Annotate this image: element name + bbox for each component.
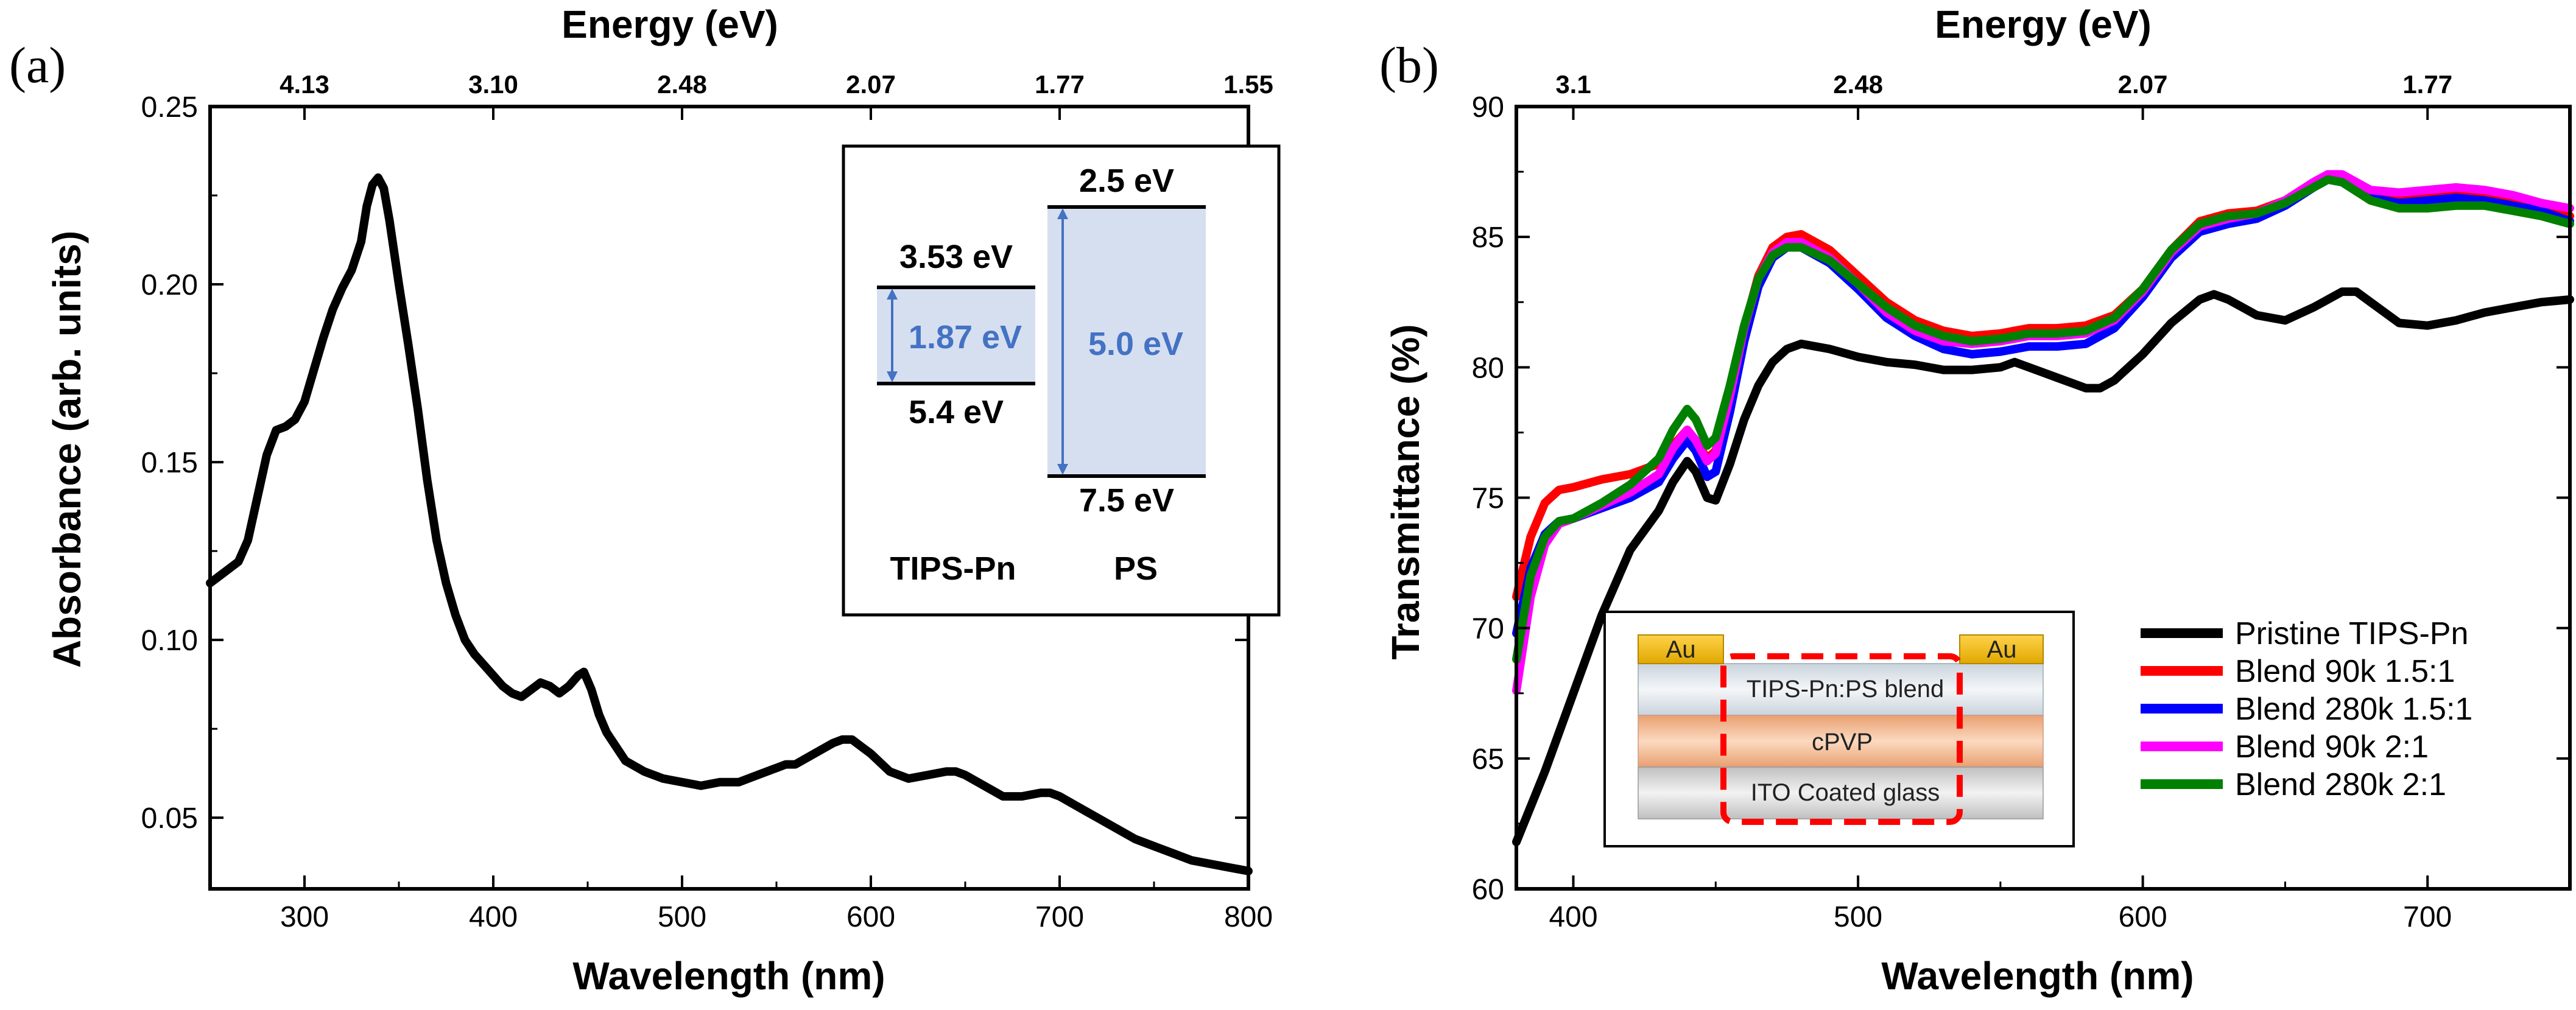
left-au-label: Au [1666,636,1696,663]
a-top-tick-label: 1.77 [1035,70,1085,99]
panel-a-x-axis-title: Wavelength (nm) [572,954,885,998]
legend-label-3: Blend 90k 2:1 [2235,729,2429,765]
device-structure-inset: Au Au TIPS-Pn:PS blend cPVP ITO Coated g… [1603,611,2075,847]
right-au-electrode [1959,634,2044,664]
b-series-line-3 [1512,170,2574,695]
tips-pn-gap-fill [877,287,1035,384]
a-y-tick-label: 0.25 [141,91,198,124]
legend-label-0: Pristine TIPS-Pn [2235,616,2468,651]
a-top-tick-label: 2.48 [657,70,707,99]
a-x-tick-label: 300 [280,901,329,933]
ps-homo-label: 7.5 eV [1079,482,1174,519]
blend-layer-label: TIPS-Pn:PS blend [1747,676,1944,703]
a-y-tick-label: 0.20 [141,269,198,301]
b-y-tick-label: 75 [1472,483,1504,515]
b-x-tick-label: 500 [1834,901,1882,933]
b-series-line-0 [1512,287,2574,846]
ps-gap-fill [1047,207,1206,476]
a-x-tick-label: 600 [846,901,895,933]
b-series-line-4 [1512,175,2574,664]
panel-b-series [1512,170,2574,846]
substrate-layer [1638,766,2044,819]
panel-b-label: (b) [1379,37,1439,94]
ps-lumo-label: 2.5 eV [1079,163,1174,199]
ps-gap-arrow [1057,208,1068,475]
b-series-line-1 [1512,170,2574,601]
tips-pn-gap-label: 1.87 eV [909,319,1022,356]
a-x-tick-label: 800 [1224,901,1273,933]
b-y-tick-label: 80 [1472,352,1504,384]
tips-pn-label: TIPS-Pn [890,550,1016,587]
b-series-line-2 [1512,175,2574,638]
legend-label-2: Blend 280k 1.5:1 [2235,692,2472,727]
a-series-line-0 [206,173,1253,875]
a-x-tick-label: 400 [469,901,518,933]
panel-a-ticks: 300 400 500 600 700 800 0.05 0.10 0.15 0.20 0.25 4.… [141,70,1273,933]
a-y-tick-label: 0.10 [141,625,198,657]
tips-pn-gap-arrow [887,289,898,382]
left-au-electrode [1638,634,1724,664]
b-x-tick-label: 600 [2119,901,2167,933]
tips-pn-homo-label: 5.4 eV [909,394,1004,430]
dielectric-layer [1638,715,2044,768]
panel-b-ticks: 400 500 600 700 60 65 70 75 80 85 90 3.1 2.48 2.07 1.7… [1472,70,2571,933]
panel-a-series [206,173,1253,875]
panel-a-top-axis-title: Energy (eV) [561,2,778,46]
energy-level-inset: 3.53 eV 5.4 eV 1.87 eV 2.5 eV 7.5 eV 5.0… [842,144,1281,617]
panel-b-y-axis-title: Transmittance (%) [1384,324,1427,659]
a-top-tick-label: 2.07 [846,70,896,99]
b-x-tick-label: 700 [2403,901,2452,933]
a-top-tick-label: 3.10 [468,70,518,99]
b-top-tick-label: 2.07 [2118,70,2168,99]
panel-a-y-axis-title: Absorbance (arb. units) [45,231,89,668]
b-x-tick-label: 400 [1549,901,1597,933]
a-x-tick-label: 700 [1035,901,1084,933]
a-y-tick-label: 0.05 [141,802,198,835]
panel-b-x-axis-title: Wavelength (nm) [1881,954,2194,998]
a-y-tick-label: 0.15 [141,447,198,479]
substrate-layer-label: ITO Coated glass [1751,779,1940,806]
a-top-tick-label: 1.55 [1223,70,1273,99]
b-top-tick-label: 3.1 [1555,70,1591,99]
b-y-tick-label: 85 [1472,222,1504,254]
b-y-tick-label: 65 [1472,743,1504,776]
b-top-tick-label: 1.77 [2402,70,2452,99]
panel-a: (a) 300 400 500 600 700 800 0.05 0.10 0.15 0.20 0.… [9,2,1281,998]
ps-gap-label: 5.0 eV [1088,326,1183,362]
legend-label-4: Blend 280k 2:1 [2235,767,2446,802]
a-x-tick-label: 500 [658,901,706,933]
tips-pn-lumo-label: 3.53 eV [899,239,1013,275]
b-y-tick-label: 90 [1472,91,1504,124]
panel-b: (b) 400 500 600 700 60 65 70 75 80 85 90 3.1 2.48 2.0… [1379,2,2574,998]
a-top-tick-label: 4.13 [280,70,329,99]
b-top-tick-label: 2.48 [1833,70,1883,99]
b-y-tick-label: 70 [1472,613,1504,645]
b-y-tick-label: 60 [1472,874,1504,906]
panel-b-top-axis-title: Energy (eV) [1935,2,2152,46]
panel-a-label: (a) [9,37,66,94]
ps-label: PS [1114,550,1158,587]
channel-outline [1720,653,1963,825]
dielectric-layer-label: cPVP [1812,729,1873,756]
legend-label-1: Blend 90k 1.5:1 [2235,654,2455,689]
right-au-label: Au [1987,636,2017,663]
